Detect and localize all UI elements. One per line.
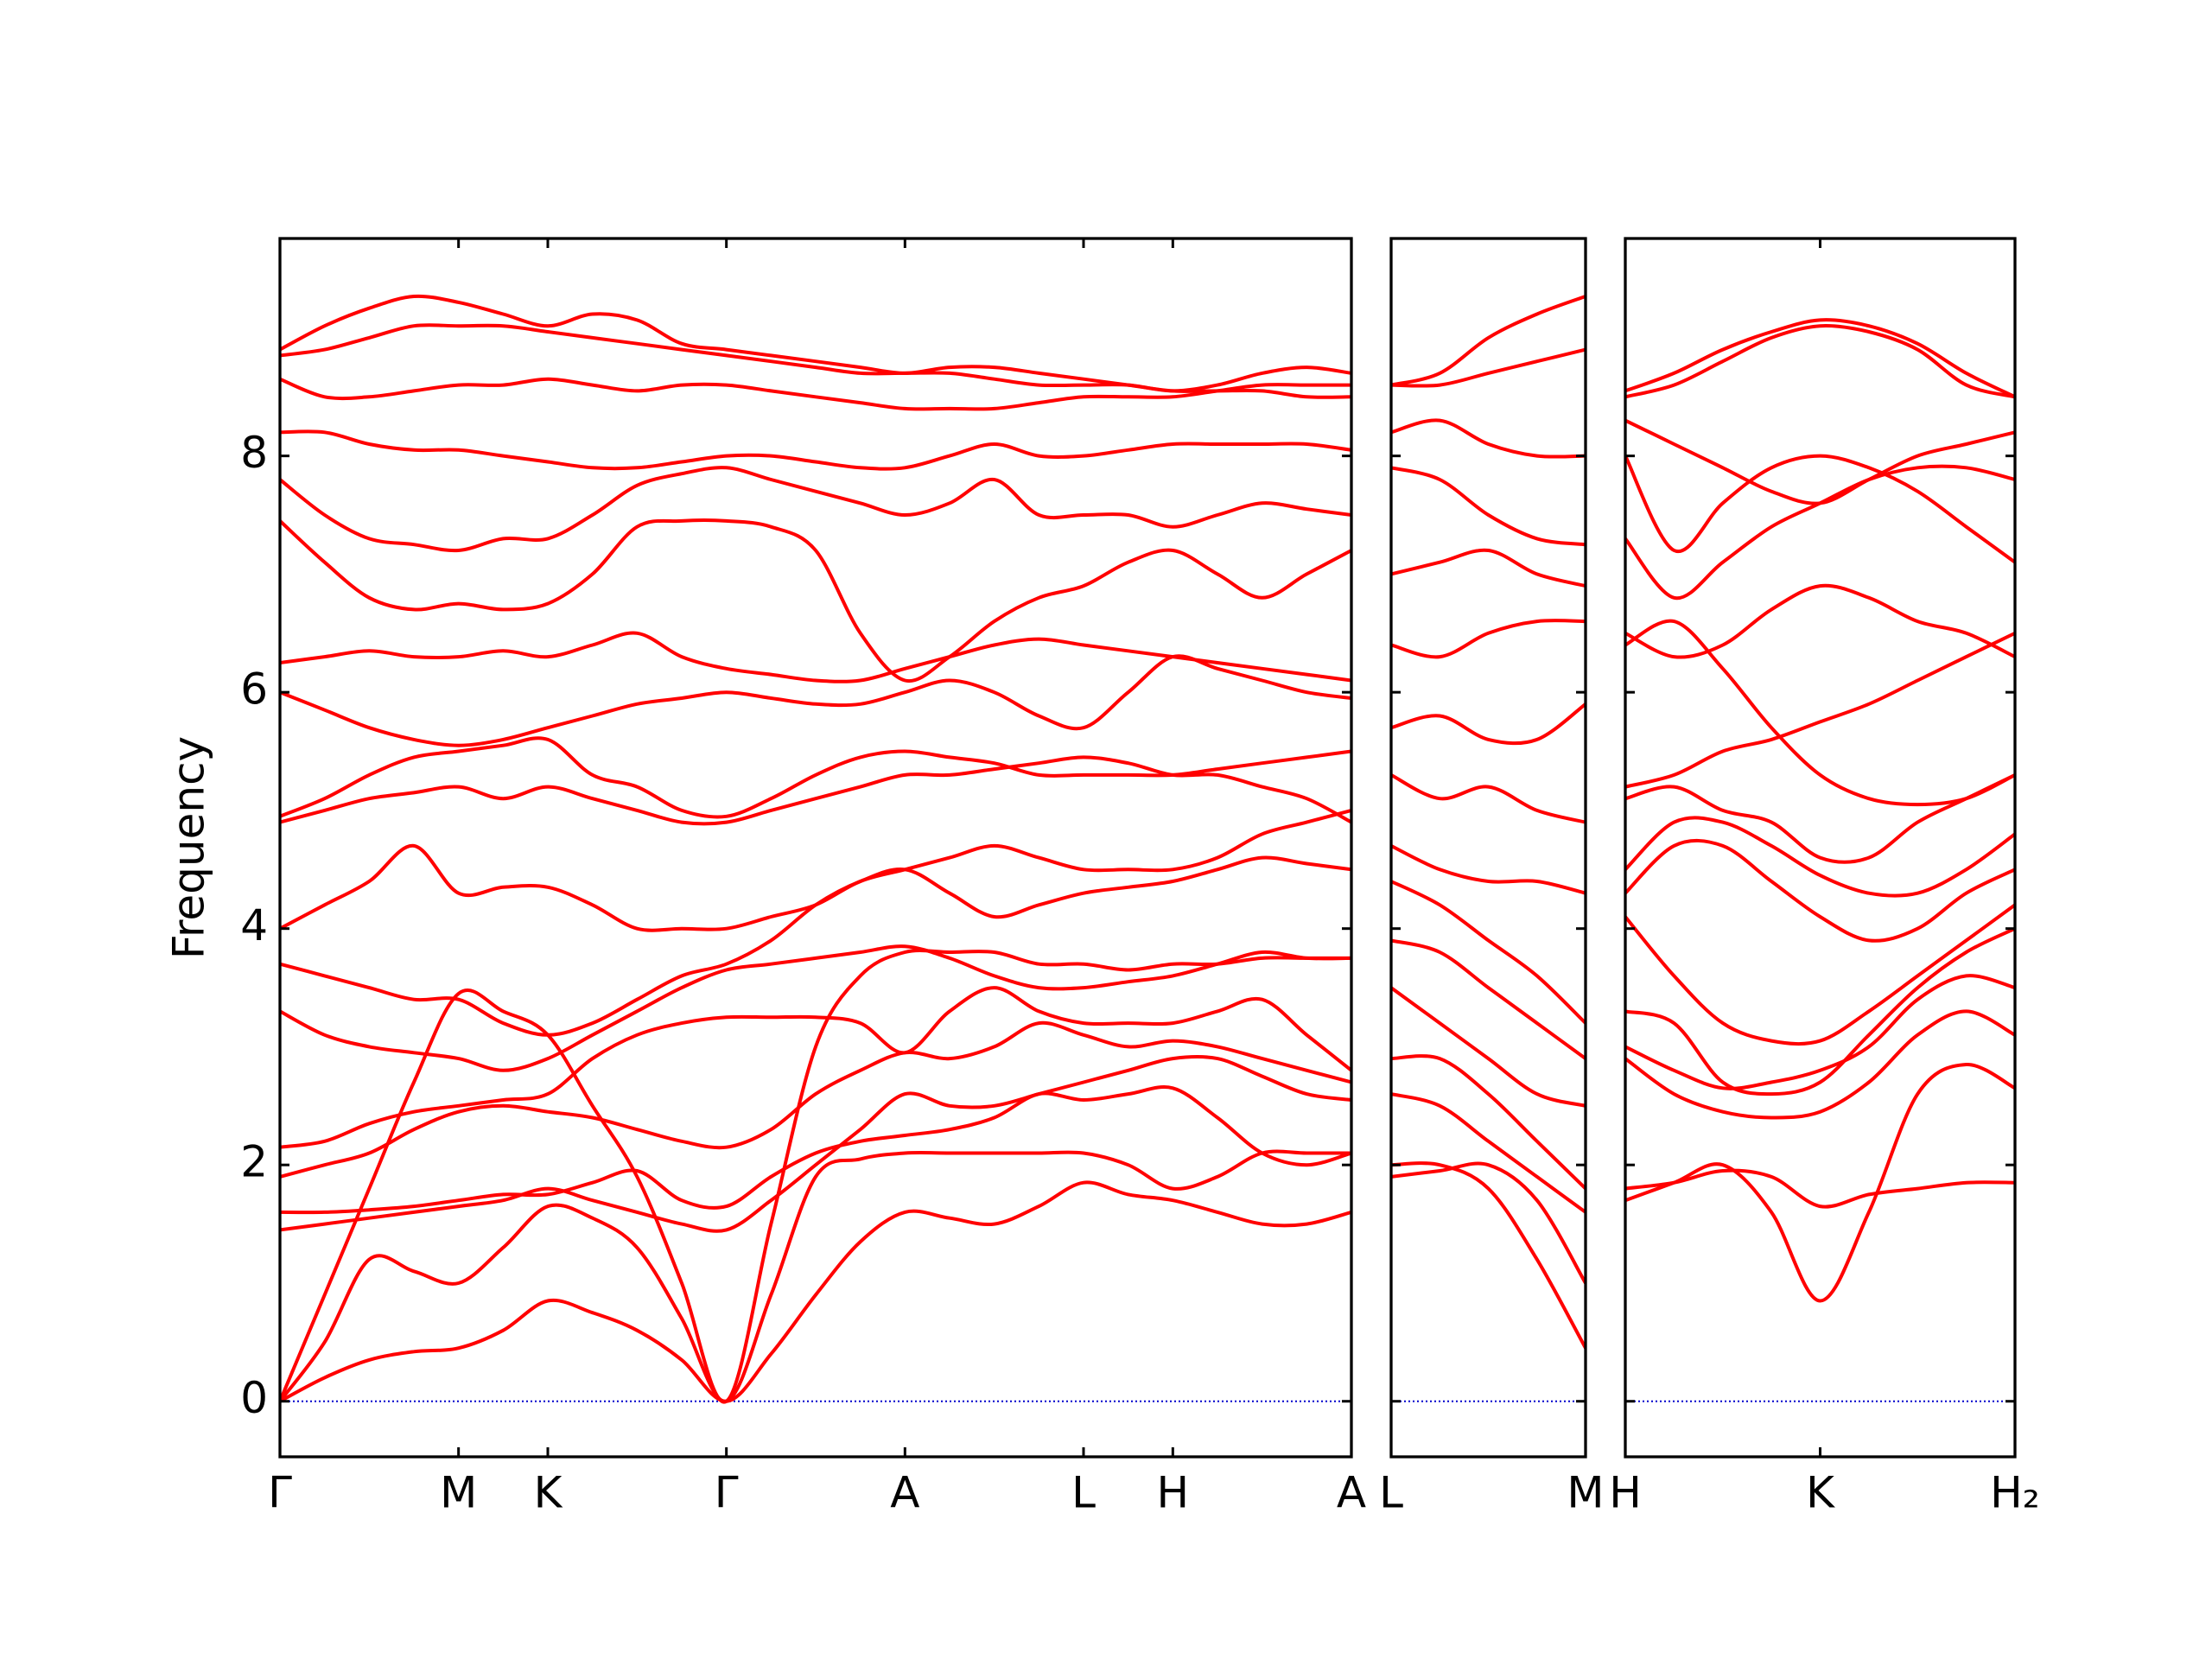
band-line (280, 294, 1351, 399)
band-line (1391, 880, 1586, 1025)
band-line (280, 429, 1351, 471)
x-tick-label: Γ (268, 1468, 292, 1518)
band-line (1625, 773, 2015, 864)
band-line (280, 808, 1351, 932)
band-line (1625, 454, 2015, 564)
band-line (1391, 702, 1586, 746)
axes-frame (1624, 237, 2017, 1459)
x-tick-label: L (1071, 1468, 1096, 1518)
band-line (1625, 619, 2015, 807)
y-axis-label: Frequency (164, 736, 214, 959)
band-line (280, 949, 1351, 1404)
band-line (1391, 773, 1586, 824)
band-line (1625, 631, 2015, 789)
y-tick-label: 4 (240, 900, 268, 950)
band-line (1391, 619, 1586, 659)
band-line (1625, 323, 2015, 399)
x-tick-label: H (1609, 1468, 1642, 1518)
band-line (280, 323, 1351, 393)
y-tick-label: 6 (240, 664, 268, 715)
x-tick-label: Γ (715, 1468, 739, 1518)
band-line (1625, 974, 2015, 1090)
y-tick-label: 0 (240, 1373, 268, 1423)
band-line (280, 1180, 1351, 1403)
band-line (280, 631, 1351, 683)
band-line (1391, 466, 1586, 547)
band-line (280, 1020, 1351, 1179)
band-line (280, 755, 1351, 826)
plot-area (1625, 318, 2015, 1402)
band-line (280, 736, 1351, 819)
band-line (1391, 986, 1586, 1108)
band-line (1625, 1009, 2015, 1120)
band-line (1625, 838, 2015, 943)
x-tick-label: A (890, 1468, 919, 1518)
band-line (1625, 1063, 2015, 1303)
band-line (1391, 938, 1586, 1060)
band-line (280, 518, 1351, 683)
y-tick-label: 8 (240, 428, 268, 478)
x-tick-label: L (1379, 1468, 1403, 1518)
band-line (280, 855, 1351, 1037)
band-line (1391, 418, 1586, 459)
x-tick-label: A (1337, 1468, 1366, 1518)
x-tick-label: H (1157, 1468, 1190, 1518)
axes-frame (278, 237, 1353, 1459)
band-line (1625, 318, 2015, 399)
band-line (1625, 926, 2015, 1096)
x-tick-label: M (1567, 1468, 1604, 1518)
plot-area (280, 294, 1351, 1404)
band-line (1625, 583, 2015, 659)
band-line (280, 1054, 1351, 1233)
x-tick-label: H₂ (1990, 1468, 2040, 1518)
band-line (280, 1149, 1351, 1403)
band-line (280, 1085, 1351, 1215)
band-line (1625, 816, 2015, 898)
band-line (280, 944, 1351, 1072)
band-line (1625, 903, 2015, 1046)
band-line (1391, 844, 1586, 895)
band-line (280, 654, 1351, 747)
band-line (1625, 418, 2015, 505)
band-line (280, 377, 1351, 411)
x-tick-label: K (1806, 1468, 1835, 1518)
axes-frame (1389, 237, 1587, 1459)
band-line (1391, 347, 1586, 388)
x-tick-label: M (440, 1468, 477, 1518)
plot-area (1391, 295, 1586, 1402)
band-line (1391, 295, 1586, 387)
band-line (1391, 1161, 1586, 1285)
band-line (280, 466, 1351, 553)
band-line (1625, 1168, 2015, 1209)
band-line (280, 986, 1351, 1149)
band-line (1391, 1054, 1586, 1191)
band-line (1625, 464, 2015, 601)
band-line (1391, 548, 1586, 588)
x-tick-label: K (534, 1468, 563, 1518)
y-tick-label: 2 (240, 1137, 268, 1187)
band-line (1391, 1092, 1586, 1214)
band-line (1391, 1161, 1586, 1350)
